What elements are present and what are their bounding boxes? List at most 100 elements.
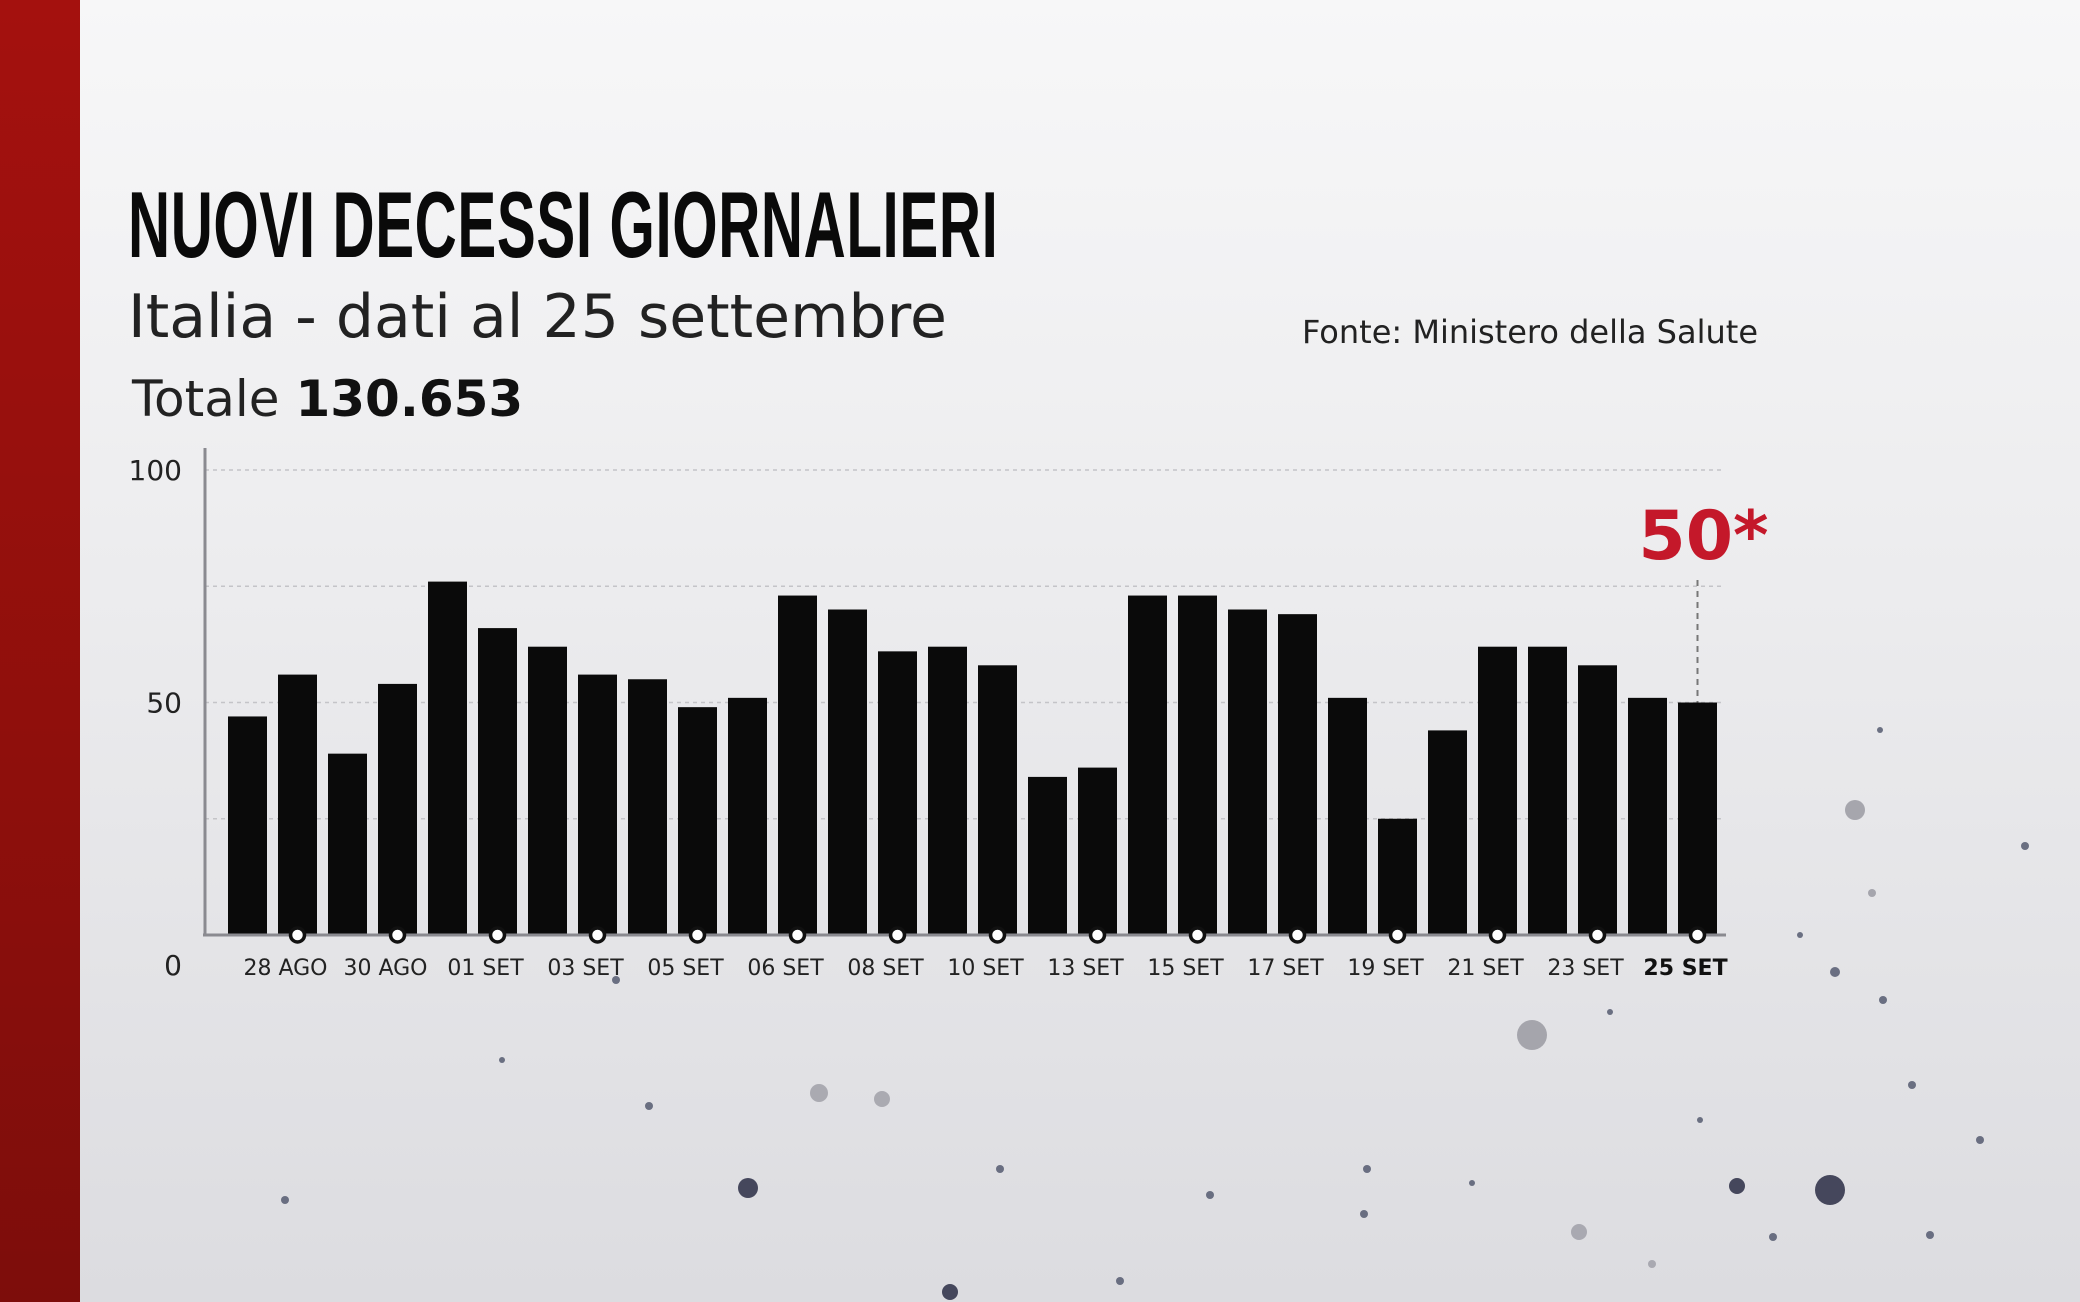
bar — [778, 595, 817, 935]
data-source: Fonte: Ministero della Salute — [1302, 313, 1758, 351]
bar — [728, 697, 767, 935]
bar — [1528, 646, 1567, 935]
decorative-dot — [1697, 1117, 1703, 1123]
red-accent-band — [0, 0, 80, 1302]
bar — [1078, 767, 1117, 935]
bar — [1378, 818, 1417, 935]
decorative-dot — [1908, 1081, 1916, 1089]
decorative-dot — [499, 1057, 505, 1063]
decorative-dot — [1363, 1165, 1371, 1173]
decorative-dot — [2021, 842, 2029, 850]
y-tick-label: 0 — [164, 949, 182, 982]
bar — [478, 628, 517, 935]
decorative-dot — [874, 1091, 890, 1107]
decorative-dot — [1797, 932, 1803, 938]
bar — [828, 609, 867, 935]
x-tick-label: 30 AGO — [343, 956, 427, 981]
x-tick-marker — [388, 926, 407, 944]
x-tick-marker — [1188, 926, 1207, 944]
x-tick-marker — [1388, 926, 1407, 944]
x-tick-label: 05 SET — [647, 956, 724, 981]
x-tick-marker — [888, 926, 907, 944]
x-tick-marker — [1288, 926, 1307, 944]
y-tick-label: 100 — [129, 454, 182, 487]
x-tick-label: 01 SET — [447, 956, 524, 981]
bar — [1428, 730, 1467, 935]
bar — [228, 716, 267, 935]
decorative-dot — [1360, 1210, 1368, 1218]
total-value: 130.653 — [295, 370, 524, 428]
x-tick-marker — [788, 926, 807, 944]
decorative-dot — [1868, 889, 1876, 897]
bar — [1178, 595, 1217, 935]
x-tick-marker — [1488, 926, 1507, 944]
x-tick-label: 13 SET — [1047, 956, 1124, 981]
decorative-dot — [1729, 1178, 1745, 1194]
x-tick-marker — [1088, 926, 1107, 944]
decorative-dot — [1607, 1009, 1613, 1015]
decorative-dot — [1648, 1260, 1656, 1268]
decorative-dot — [1926, 1231, 1934, 1239]
decorative-dot — [645, 1102, 653, 1110]
decorative-dot — [996, 1165, 1004, 1173]
bar — [1328, 697, 1367, 935]
x-tick-label: 19 SET — [1347, 956, 1424, 981]
decorative-dot — [1976, 1136, 1984, 1144]
total-deaths: Totale 130.653 — [132, 370, 523, 428]
bar — [1628, 697, 1667, 935]
decorative-dot — [1815, 1175, 1845, 1205]
decorative-dot — [1469, 1180, 1475, 1186]
decorative-dot — [1116, 1277, 1124, 1285]
x-tick-label: 25 SET — [1643, 956, 1727, 981]
chart-subtitle: Italia - dati al 25 settembre — [128, 282, 947, 352]
x-tick-label: 17 SET — [1247, 956, 1324, 981]
x-tick-marker — [1588, 926, 1607, 944]
decorative-dot — [1571, 1224, 1587, 1240]
decorative-dot — [1769, 1233, 1777, 1241]
bar — [428, 581, 467, 935]
x-tick-marker — [488, 926, 507, 944]
bar — [1228, 609, 1267, 935]
bar — [578, 674, 617, 935]
bar — [1128, 595, 1167, 935]
x-tick-label: 28 AGO — [243, 956, 327, 981]
bar — [978, 665, 1017, 935]
decorative-dot — [1517, 1020, 1547, 1050]
x-tick-label: 03 SET — [547, 956, 624, 981]
x-tick-marker — [588, 926, 607, 944]
x-tick-label: 08 SET — [847, 956, 924, 981]
callout-value: 50* — [1638, 497, 1768, 576]
x-tick-label: 10 SET — [947, 956, 1024, 981]
decorative-dot — [1877, 727, 1883, 733]
decorative-dot — [281, 1196, 289, 1204]
decorative-dot — [1206, 1191, 1214, 1199]
bar — [1478, 646, 1517, 935]
total-label: Totale — [132, 370, 280, 428]
x-tick-label: 23 SET — [1547, 956, 1624, 981]
x-tick-marker — [1688, 926, 1707, 944]
x-tick-label: 15 SET — [1147, 956, 1224, 981]
decorative-dot — [612, 976, 620, 984]
bar — [378, 683, 417, 935]
bar — [1678, 702, 1717, 935]
bar — [528, 646, 567, 935]
decorative-dot — [738, 1178, 758, 1198]
bar — [1278, 614, 1317, 935]
bar — [1028, 776, 1067, 935]
decorative-dot — [1845, 800, 1865, 820]
y-tick-label: 50 — [146, 687, 182, 720]
bar — [628, 679, 667, 935]
bar — [1578, 665, 1617, 935]
decorative-dot — [942, 1284, 958, 1300]
decorative-dot — [1879, 996, 1887, 1004]
decorative-dot — [810, 1084, 828, 1102]
x-tick-marker — [688, 926, 707, 944]
chart-title: NUOVI DECESSI GIORNALIERI — [128, 172, 999, 277]
x-tick-label: 21 SET — [1447, 956, 1524, 981]
x-tick-label: 06 SET — [747, 956, 824, 981]
bar — [928, 646, 967, 935]
bar — [878, 651, 917, 935]
bar — [278, 674, 317, 935]
bar — [328, 753, 367, 935]
